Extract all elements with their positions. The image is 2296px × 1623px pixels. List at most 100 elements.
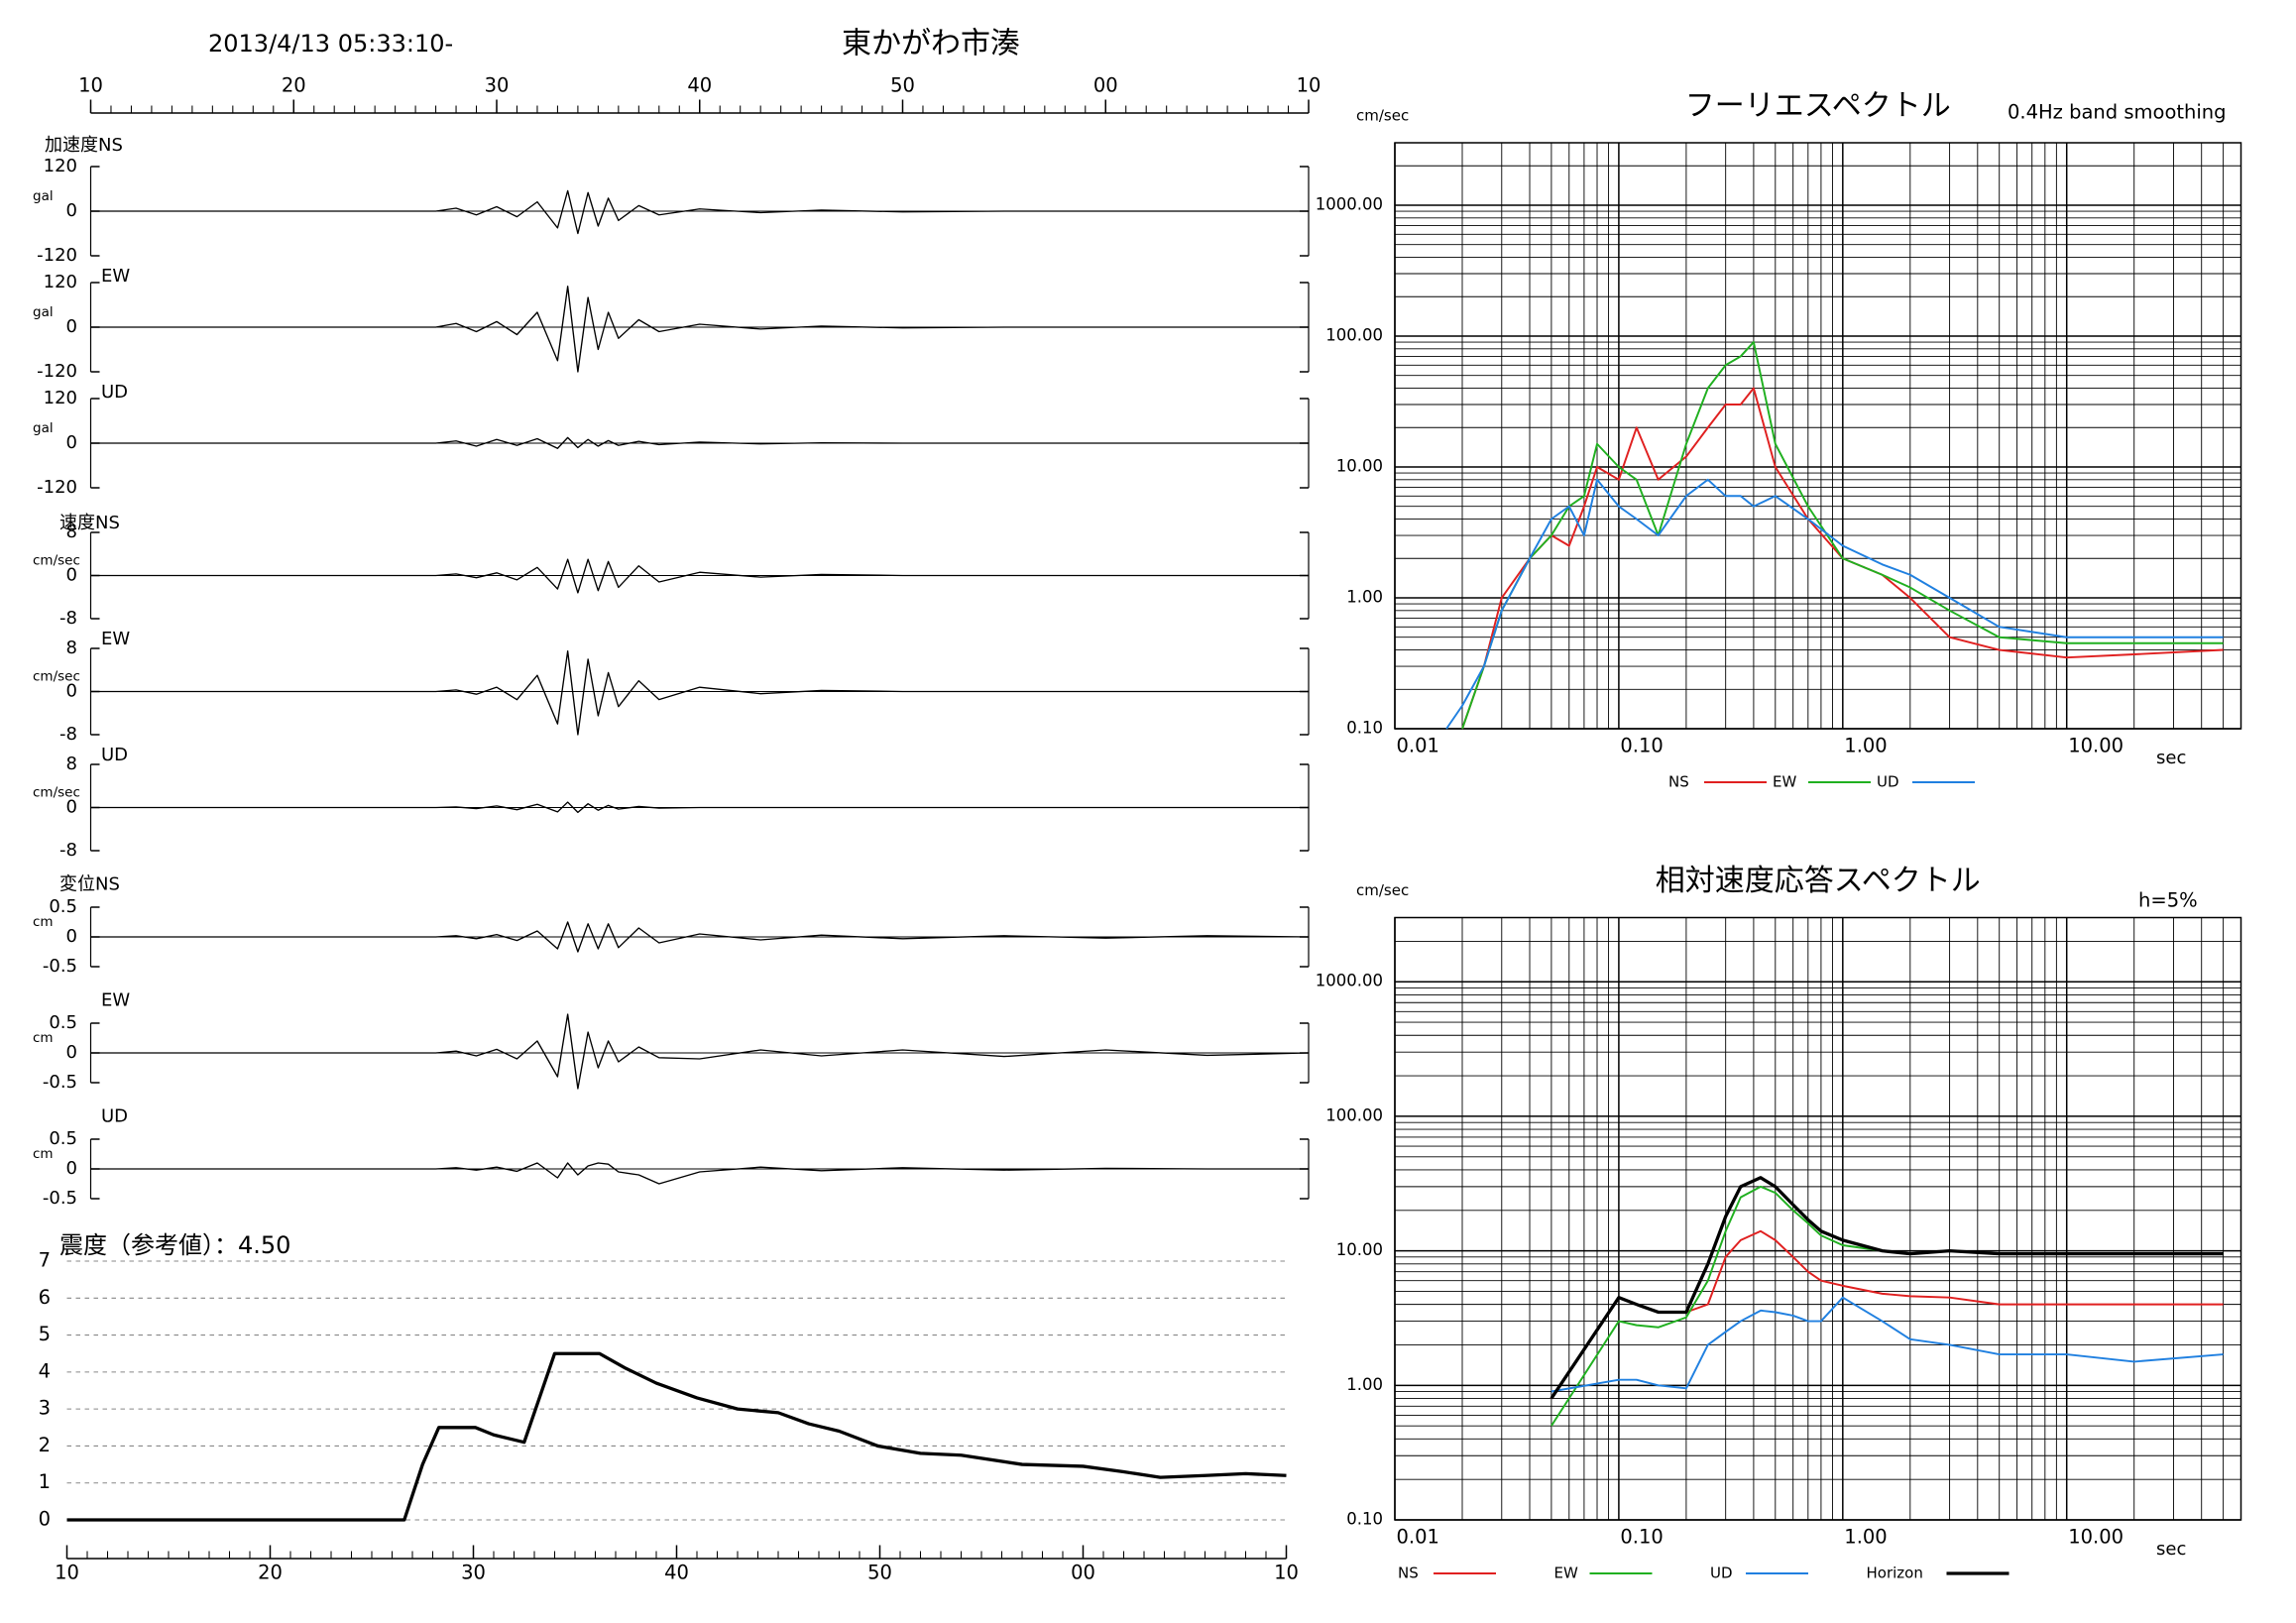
y-tick-label: 100.00 — [1325, 1105, 1383, 1124]
y-tick-label: 120 — [44, 388, 77, 408]
panel-label: EW — [101, 990, 130, 1011]
subtitle: 0.4Hz band smoothing — [2008, 101, 2227, 124]
legend-label: EW — [1773, 773, 1796, 791]
waveform — [90, 286, 1309, 373]
x-tick-label: 10 — [1274, 1562, 1299, 1584]
y-tick-label: 0 — [66, 1158, 77, 1179]
y-tick-label: 1.00 — [1346, 587, 1383, 606]
panel-label: EW — [101, 629, 130, 649]
y-tick-label: 5 — [39, 1323, 51, 1345]
y-tick-label: 0 — [39, 1508, 51, 1531]
y-tick-label: -120 — [37, 245, 77, 266]
legend-label: Horizon — [1867, 1565, 1923, 1582]
y-tick-label: 10.00 — [1336, 1240, 1383, 1259]
y-tick-label: 0 — [66, 1042, 77, 1063]
annotation: h=5% — [2138, 889, 2198, 912]
datetime: 2013/4/13 05:33:10- — [208, 30, 453, 58]
x-tick-label: 10 — [1297, 74, 1321, 97]
y-tick-label: 100.00 — [1325, 325, 1383, 344]
waveform — [90, 436, 1309, 449]
x-unit: sec — [2156, 1539, 2186, 1560]
y-tick-label: 0.10 — [1346, 1510, 1383, 1529]
unit-label: gal — [33, 188, 54, 204]
x-tick-label: 10.00 — [2068, 735, 2124, 757]
x-tick-label: 00 — [1071, 1562, 1095, 1584]
x-tick-label: 40 — [664, 1562, 689, 1584]
spectrum-line — [1461, 387, 2224, 730]
spectrum-line — [1550, 1176, 2224, 1400]
y-tick-label: -0.5 — [43, 956, 77, 977]
y-tick-label: 8 — [66, 754, 77, 774]
waveform — [90, 1162, 1309, 1185]
legend-label: UD — [1877, 773, 1899, 791]
panel-label: UD — [101, 745, 128, 765]
y-tick-label: -0.5 — [43, 1072, 77, 1093]
y-tick-label: 0 — [66, 316, 77, 337]
panel-label: 速度NS — [59, 513, 120, 533]
y-tick-label: 3 — [39, 1397, 51, 1420]
y-tick-label: 0.5 — [49, 1012, 77, 1033]
chart-title: 震度（参考値）：4.50 — [59, 1231, 290, 1259]
panel-label: EW — [101, 266, 130, 287]
x-tick-label: 0.10 — [1620, 735, 1663, 757]
y-tick-label: 6 — [39, 1286, 51, 1309]
panel-label: UD — [101, 382, 128, 403]
y-tick-label: 0 — [66, 200, 77, 221]
y-tick-label: 0 — [66, 681, 77, 702]
y-tick-label: 120 — [44, 272, 77, 292]
waveform — [90, 558, 1309, 594]
station: 東かがわ市湊 — [842, 27, 1020, 61]
y-tick-label: 7 — [39, 1249, 51, 1272]
waveform — [90, 921, 1310, 953]
y-tick-label: 0.5 — [49, 1128, 77, 1149]
unit-label: cm — [33, 1030, 54, 1046]
x-unit: sec — [2156, 748, 2186, 768]
x-tick-label: 10 — [55, 1562, 79, 1584]
y-tick-label: -120 — [37, 361, 77, 382]
y-tick-label: 10.00 — [1336, 456, 1383, 475]
y-tick-label: -120 — [37, 477, 77, 498]
x-tick-label: 30 — [461, 1562, 486, 1584]
intensity-line — [66, 1351, 1287, 1522]
panel-label: UD — [101, 1106, 128, 1127]
y-tick-label: 0 — [66, 432, 77, 453]
x-tick-label: 50 — [890, 74, 915, 97]
y-tick-label: 2 — [39, 1434, 51, 1456]
unit-label: cm/sec — [33, 553, 80, 569]
y-tick-label: -0.5 — [43, 1188, 77, 1209]
x-tick-label: 0.01 — [1397, 735, 1439, 757]
y-tick-label: -8 — [59, 608, 77, 629]
legend-label: UD — [1710, 1565, 1733, 1582]
y-tick-label: 4 — [39, 1359, 51, 1382]
x-tick-label: 0.01 — [1397, 1526, 1439, 1549]
x-tick-label: 30 — [485, 74, 510, 97]
y-tick-label: 0.5 — [49, 896, 77, 917]
x-tick-label: 1.00 — [1844, 735, 1887, 757]
unit-label: gal — [33, 304, 54, 320]
waveform — [90, 189, 1309, 235]
x-tick-label: 1.00 — [1844, 1526, 1887, 1549]
y-tick-label: 120 — [44, 156, 77, 176]
y-unit: cm/sec — [1356, 107, 1409, 125]
x-tick-label: 50 — [867, 1562, 892, 1584]
spectrum-line — [1461, 341, 2224, 730]
y-tick-label: 8 — [66, 522, 77, 542]
x-tick-label: 20 — [282, 74, 306, 97]
plot-frame — [1394, 142, 2242, 730]
x-tick-label: 00 — [1093, 74, 1118, 97]
panel-label: 変位NS — [59, 874, 120, 895]
x-tick-label: 20 — [258, 1562, 283, 1584]
unit-label: cm — [33, 1146, 54, 1162]
y-tick-label: 1000.00 — [1316, 194, 1383, 213]
unit-label: cm/sec — [33, 785, 80, 801]
y-tick-label: 0 — [66, 926, 77, 947]
y-tick-label: 0.10 — [1346, 719, 1383, 738]
y-tick-label: -8 — [59, 840, 77, 861]
waveform — [90, 650, 1309, 736]
legend-label: NS — [1398, 1565, 1419, 1582]
x-tick-label: 0.10 — [1620, 1526, 1663, 1549]
x-tick-label: 40 — [687, 74, 712, 97]
waveform — [90, 1013, 1310, 1090]
